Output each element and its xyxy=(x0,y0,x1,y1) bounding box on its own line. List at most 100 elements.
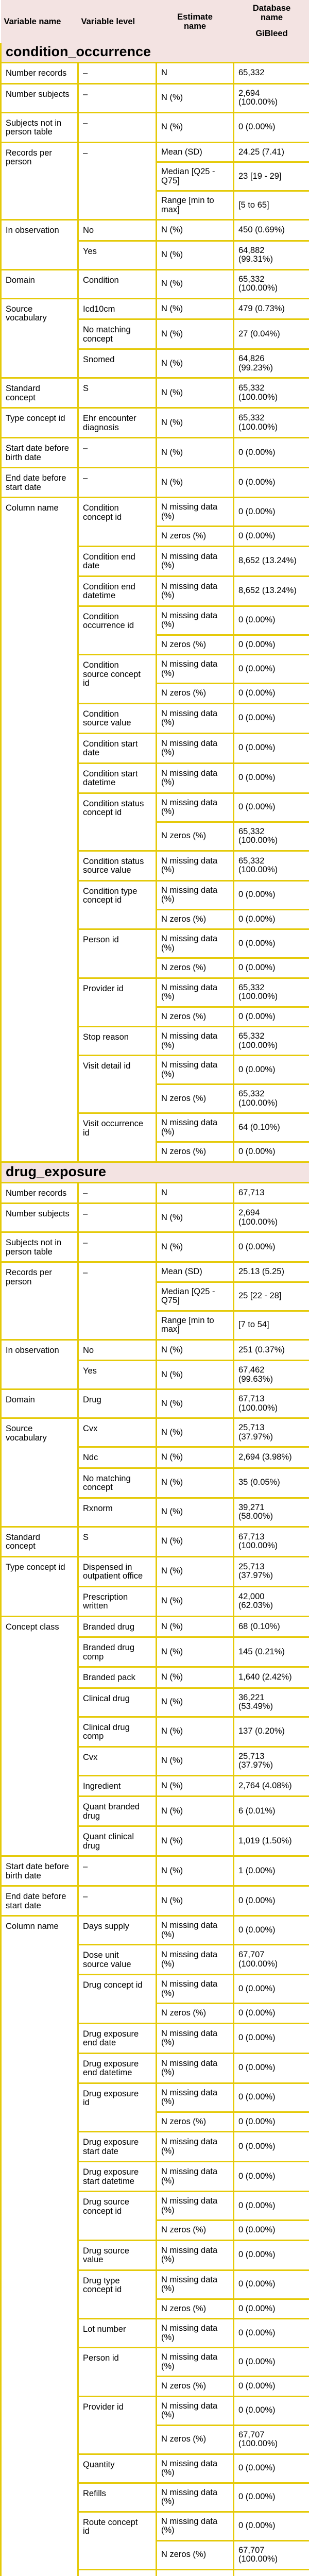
variable-name-cell: Concept class xyxy=(0,1615,79,1857)
table-row: Type concept id Dispensed in outpatient o… xyxy=(0,1555,309,1617)
table-row: Person id N missing data (%) 0 (0.00%) xyxy=(1,2347,309,2397)
table-row: Domain Drug N (%) 67,713 (100.00%) xyxy=(0,1388,309,1419)
estimate-name-cell: N zeros (%) xyxy=(156,2376,234,2397)
table-row: N zeros (%) 0 (0.00%) xyxy=(1,2219,309,2241)
estimate-name-cell: N missing data (%) xyxy=(156,2161,234,2192)
estimate-name-cell: N missing data (%) xyxy=(156,1112,234,1143)
variable-level-cell: Icd10cm xyxy=(77,297,157,320)
estimate-name-cell: N (%) xyxy=(156,467,234,498)
header-row: Variable name Variable level Estimate na… xyxy=(1,0,309,43)
estimate-name-cell: N (%) xyxy=(156,1745,234,1776)
estimate-name-cell: N (%) xyxy=(156,1615,234,1638)
value-cell: 0 (0.00%) xyxy=(233,732,309,764)
value-cell: 0 (0.00%) xyxy=(233,908,309,930)
table-row: Column name Days supply N missing data (%)… xyxy=(0,1915,309,2576)
value-cell: 0 (0.00%) xyxy=(233,928,309,959)
table-row: N zeros (%) 0 (0.00%) xyxy=(1,1006,309,1027)
value-cell: 0 (0.00%) xyxy=(233,2191,309,2221)
value-cell: 65,332 (100.00%) xyxy=(233,1026,309,1056)
variable-level-cell: Drug exposure end date xyxy=(77,2022,157,2054)
variable-level-cell: Condition occurrence id xyxy=(77,605,157,655)
variable-level-cell: Stop reason xyxy=(77,1026,157,1056)
variable-level-cell: Condition xyxy=(77,268,157,299)
estimate-name-cell: N missing data (%) xyxy=(156,2052,234,2084)
table-row: N zeros (%) 0 (0.00%) xyxy=(1,1141,309,1163)
variable-level-cell: Condition start date xyxy=(77,732,157,764)
table-row: Range [min to max] [5 to 65] xyxy=(1,190,309,221)
variable-level-cell: Drug source concept id xyxy=(77,2191,157,2241)
estimate-name-cell: N zeros (%) xyxy=(156,683,234,704)
table-row: N zeros (%) 0 (0.00%) xyxy=(1,634,309,655)
variable-name-cell: Standard concept xyxy=(0,377,79,409)
value-cell: 42,000 (62.03%) xyxy=(233,1585,309,1617)
table-row: Drug exposure start date N missing data (… xyxy=(1,2131,309,2162)
value-cell: 0 (0.00%) xyxy=(233,2395,309,2426)
value-cell: 0 (0.00%) xyxy=(233,2161,309,2192)
estimate-name-cell: N zeros (%) xyxy=(156,1141,234,1163)
estimate-name-cell: N (%) xyxy=(156,1497,234,1528)
table-row: Condition start datetime N missing data (… xyxy=(1,762,309,794)
table-row: Drug exposure end datetime N missing data… xyxy=(1,2052,309,2084)
table-row: N zeros (%) 0 (0.00%) xyxy=(1,2376,309,2397)
table-row: N zeros (%) 0 (0.00%) xyxy=(1,526,309,547)
estimate-name-cell: N (%) xyxy=(156,1360,234,1390)
estimate-name-cell: N (%) xyxy=(156,348,234,379)
variable-level-cell: Condition concept id xyxy=(77,497,157,547)
table-row: Column name Condition concept id N missing… xyxy=(0,497,309,1163)
value-cell: 65,332 (100.00%) xyxy=(233,377,309,409)
estimate-name-cell: N missing data (%) xyxy=(156,977,234,1008)
value-cell: 0 (0.00%) xyxy=(233,111,309,143)
value-cell: 0 (0.00%) xyxy=(233,2239,309,2271)
table-row: Median [Q25 - Q75] 25 [22 - 28] xyxy=(1,1281,309,1312)
table-row: N zeros (%) 0 (0.00%) xyxy=(1,957,309,979)
estimate-name-cell: N zeros (%) xyxy=(156,2219,234,2241)
value-cell: 0 (0.00%) xyxy=(233,683,309,704)
value-cell: 67,462 (99.63%) xyxy=(233,1360,309,1390)
value-cell: 65,332 xyxy=(233,62,309,84)
variable-level-cell: Condition status concept id xyxy=(77,792,157,852)
table-row: Visit occurrence id N missing data (%) 64 … xyxy=(1,1112,309,1163)
variable-level-cell: Drug type concept id xyxy=(77,2269,157,2319)
value-cell: 2,694 (100.00%) xyxy=(233,82,309,113)
value-cell: 251 (0.37%) xyxy=(233,1338,309,1361)
estimate-name-cell: N missing data (%) xyxy=(156,2568,234,2576)
variable-level-cell: Dose unit source value xyxy=(77,1944,157,1975)
value-cell: 67,707 (100.00%) xyxy=(233,2424,309,2455)
variable-level-cell: No matching concept xyxy=(77,318,157,350)
estimate-name-cell: Median [Q25 - Q75] xyxy=(156,161,234,192)
value-cell: 0 (0.00%) xyxy=(233,2376,309,2397)
variable-level-cell: Condition status source value xyxy=(77,850,157,882)
variable-level-cell: – xyxy=(77,437,157,468)
estimate-name-cell: N (%) xyxy=(156,1636,234,1668)
variable-level-cell: Cvx xyxy=(77,1417,157,1448)
table-row: Refills N missing data (%) 0 (0.00%) xyxy=(1,2482,309,2513)
value-cell: 6 (0.01%) xyxy=(233,1795,309,1827)
table-header: Variable name Variable level Estimate na… xyxy=(1,0,309,43)
estimate-name-cell: N zeros (%) xyxy=(156,634,234,655)
variable-level-cell: Yes xyxy=(77,1360,157,1390)
value-cell: 25,713 (37.97%) xyxy=(233,1745,309,1776)
table-row: N zeros (%) 67,707 (100.00%) xyxy=(1,2539,309,2570)
table-row: End date before start date – N (%) 0 (0.00%… xyxy=(0,467,309,498)
value-cell: 0 (0.00%) xyxy=(233,2318,309,2348)
table-row: In observation No N (%) 251 (0.37%) xyxy=(0,1338,309,1390)
value-cell: 2,694 (3.98%) xyxy=(233,1446,309,1469)
variable-name-cell: Type concept id xyxy=(0,407,79,438)
variable-level-cell: Clinical drug xyxy=(77,1687,157,1718)
variable-name-cell: Domain xyxy=(0,1388,79,1419)
value-cell: 0 (0.00%) xyxy=(233,1974,309,2004)
value-cell: 68 (0.10%) xyxy=(233,1615,309,1638)
variable-level-cell: Condition source concept id xyxy=(77,654,157,704)
value-cell: 0 (0.00%) xyxy=(233,2111,309,2132)
variable-name-cell: End date before start date xyxy=(0,1885,79,1917)
value-cell: 0 (0.00%) xyxy=(233,702,309,734)
variable-level-cell: Visit occurrence id xyxy=(77,1112,157,1163)
variable-level-cell: Route source value xyxy=(77,2568,157,2576)
variable-name-cell: Records per person xyxy=(0,1261,79,1341)
value-cell: 2,764 (4.08%) xyxy=(233,1774,309,1797)
estimate-name-cell: N missing data (%) xyxy=(156,2453,234,2484)
value-cell: 0 (0.00%) xyxy=(233,2269,309,2300)
estimate-name-cell: N (%) xyxy=(156,1687,234,1718)
variable-level-cell: Drug concept id xyxy=(77,1974,157,2024)
